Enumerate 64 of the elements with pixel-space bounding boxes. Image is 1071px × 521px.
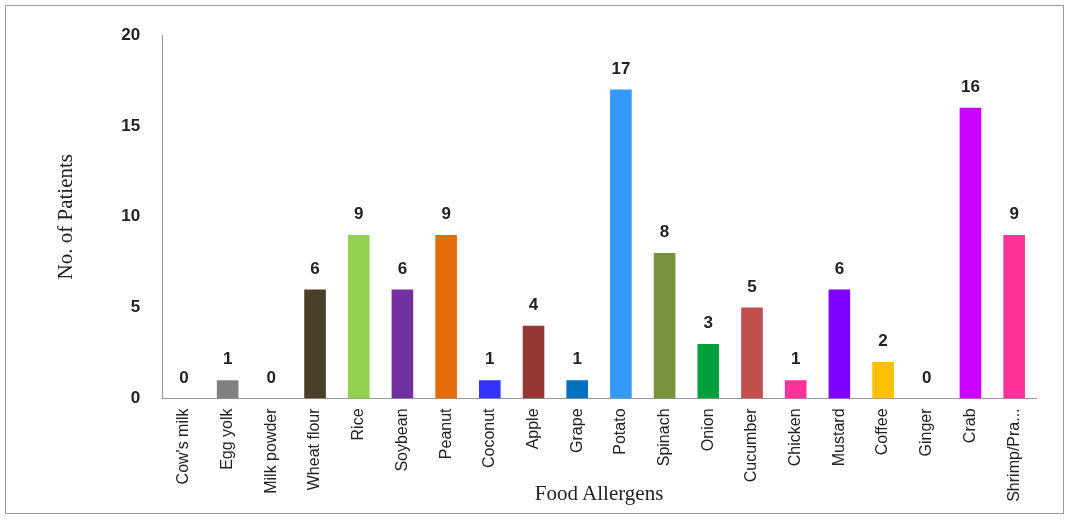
x-axis-title: Food Allergens (534, 480, 664, 505)
data-label: 0 (922, 367, 932, 387)
bar (522, 325, 545, 399)
data-label: 9 (441, 204, 451, 224)
bar (347, 234, 370, 399)
data-label: 0 (266, 367, 277, 387)
bar (610, 89, 632, 399)
bar (872, 362, 894, 399)
bar (1003, 234, 1025, 399)
x-tick-label: Egg yolk (218, 407, 236, 470)
data-label: 0 (179, 367, 189, 387)
x-tick-label: Soybean (392, 408, 410, 472)
x-tick-label: Onion (698, 408, 716, 452)
data-label: 8 (659, 222, 670, 242)
x-tick-label: Milk powder (261, 407, 279, 494)
y-tick-label: 0 (130, 388, 141, 408)
data-label: 9 (1009, 204, 1019, 224)
bar (479, 380, 501, 399)
x-tick-label: Chicken (786, 408, 804, 467)
x-tick-label: Potato (611, 408, 629, 455)
x-tick-label: Apple (523, 408, 541, 450)
bar (566, 380, 589, 399)
x-tick-label: Coconut (480, 407, 498, 469)
x-tick-label: Coffee (873, 408, 891, 456)
y-tick-label: 15 (121, 115, 141, 135)
data-label: 6 (834, 258, 845, 278)
data-label: 1 (485, 349, 495, 369)
bar (741, 307, 763, 399)
bar (435, 234, 457, 399)
x-tick-label: Rice (349, 408, 367, 441)
x-tick-label: Crab (960, 408, 978, 444)
y-tick-label: 5 (130, 297, 141, 317)
bar (653, 253, 676, 399)
data-label: 4 (528, 294, 539, 314)
bar (828, 289, 851, 399)
x-tick-label: Grape (567, 408, 585, 453)
x-tick-label: Spinach (655, 408, 672, 467)
data-label: 6 (310, 258, 320, 278)
bar (959, 107, 982, 399)
x-tick-label: Peanut (436, 407, 454, 460)
bar (304, 289, 326, 399)
x-tick-label: Cucumber (742, 407, 760, 483)
x-tick-label: Shrimp/Pra... (1004, 408, 1022, 502)
y-tick-label: 10 (121, 206, 141, 226)
x-tick-label: Cow's milk (174, 407, 192, 485)
data-label: 2 (878, 331, 888, 351)
data-label: 1 (222, 349, 233, 369)
data-label: 5 (747, 276, 757, 296)
data-label: 1 (572, 349, 582, 369)
bar (784, 380, 807, 399)
x-tick-label: Mustard (829, 408, 847, 467)
y-tick-label: 20 (121, 24, 141, 44)
data-label: 6 (397, 258, 408, 278)
y-axis-title: No. of Patients (53, 154, 78, 280)
x-tick-label: Ginger (917, 407, 935, 457)
x-tick-label: Wheat flour (305, 407, 323, 491)
bar (697, 343, 720, 399)
bar (391, 289, 414, 399)
data-label: 9 (354, 204, 364, 224)
bar (216, 380, 239, 399)
data-label: 3 (703, 313, 714, 333)
data-label: 1 (790, 349, 801, 369)
data-label: 17 (611, 58, 631, 78)
data-label: 16 (961, 76, 980, 96)
